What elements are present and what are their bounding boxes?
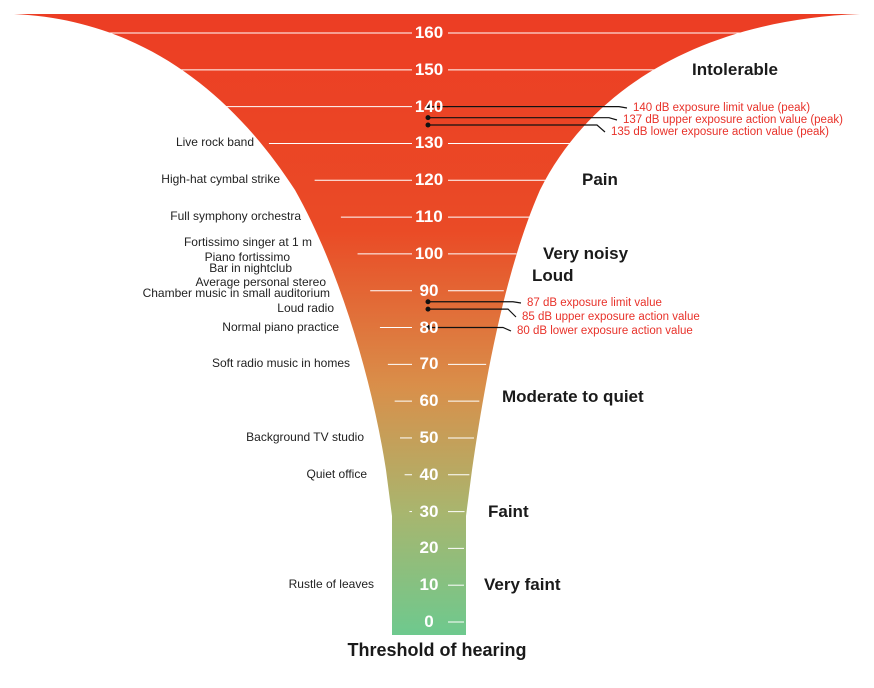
exposure-limit-label: 140 dB exposure limit value (peak) [633, 102, 811, 114]
sound-source-label: Bar in nightclub [209, 260, 292, 275]
exposure-limit-label: 137 dB upper exposure action value (peak… [623, 114, 843, 126]
limit-lines [425, 104, 628, 332]
sound-source-label: High-hat cymbal strike [161, 172, 280, 187]
tick-label: 90 [419, 280, 439, 300]
exposure-limit-label: 135 dB lower exposure action value (peak… [611, 126, 829, 138]
funnel-shape [14, 14, 860, 635]
loudness-level-label: Moderate to quiet [502, 387, 644, 407]
limit-leader-line [428, 117, 618, 121]
exposure-limit-label: 80 dB lower exposure action value [517, 325, 693, 337]
sound-source-label: Background TV studio [246, 429, 364, 444]
tick-label: 130 [414, 133, 444, 153]
tick-label: 30 [419, 501, 439, 521]
sound-source-label: Rustle of leaves [288, 577, 374, 592]
sound-source-label: Soft radio music in homes [211, 356, 350, 371]
tick-label: 0 [424, 612, 434, 631]
sound-source-label: Loud radio [277, 301, 334, 316]
tick-label: 20 [419, 538, 439, 558]
sound-source-label: Chamber music in small auditorium [142, 286, 330, 301]
limit-leader-line [428, 301, 522, 304]
loudness-level-label: Faint [488, 501, 529, 521]
tick-label: 140 [414, 96, 444, 116]
exposure-limit-label: 85 dB upper exposure action value [522, 311, 700, 323]
sound-source-label: Live rock band [175, 135, 254, 150]
sound-source-label: Fortissimo singer at 1 m [183, 234, 312, 249]
loudness-level-label: Very faint [484, 575, 561, 595]
sound-source-label: Piano fortissimo [204, 249, 290, 264]
tick-label: 110 [415, 207, 443, 227]
sound-source-label: Quiet office [306, 466, 367, 481]
limit-leader-line [428, 308, 517, 318]
limit-leader-line [428, 326, 512, 332]
tick-label: 120 [414, 170, 444, 190]
loudness-level-label: Pain [582, 170, 618, 190]
tick-label: 160 [414, 23, 444, 42]
tick-label: 80 [419, 317, 439, 337]
limit-leader-line [428, 124, 606, 133]
tick-label: 10 [419, 575, 439, 595]
tick-label: 50 [419, 427, 439, 447]
loudness-level-label: Very noisy [543, 243, 629, 263]
tick-label: 150 [414, 59, 444, 79]
sound-source-label: Full symphony orchestra [170, 209, 301, 224]
exposure-limit-label: 87 dB exposure limit value [527, 297, 662, 309]
tick-label: 70 [419, 354, 439, 374]
sound-source-label: Normal piano practice [222, 319, 339, 334]
loudness-level-label: Loud [532, 265, 574, 285]
tick-label: 60 [419, 391, 439, 411]
threshold-of-hearing-label: Threshold of hearing [347, 640, 527, 660]
limit-leader-line [428, 106, 628, 109]
tick-label: 100 [414, 243, 444, 263]
loudness-level-label: Intolerable [692, 59, 778, 79]
sound-source-label: Average personal stereo [195, 275, 326, 290]
tick-label: 40 [419, 464, 439, 484]
